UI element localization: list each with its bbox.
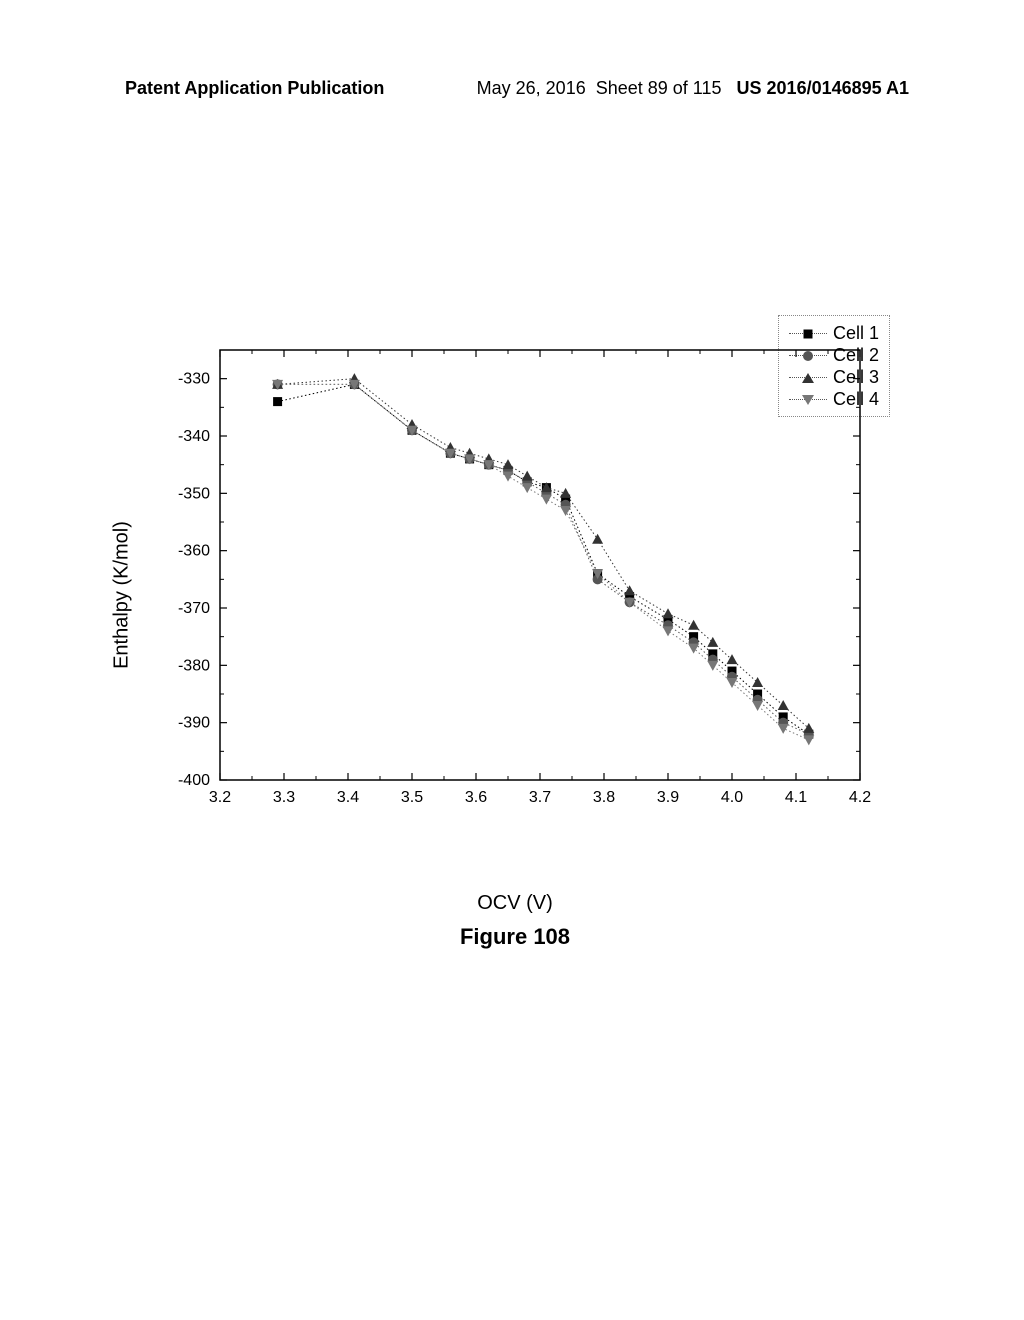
svg-text:4.2: 4.2 bbox=[849, 789, 871, 806]
svg-text:3.7: 3.7 bbox=[529, 789, 551, 806]
svg-text:-340: -340 bbox=[178, 428, 210, 445]
svg-text:3.9: 3.9 bbox=[657, 789, 679, 806]
svg-text:4.0: 4.0 bbox=[721, 789, 743, 806]
svg-text:-350: -350 bbox=[178, 485, 210, 502]
svg-text:3.5: 3.5 bbox=[401, 789, 423, 806]
svg-text:3.4: 3.4 bbox=[337, 789, 359, 806]
header-left: Patent Application Publication bbox=[125, 78, 384, 99]
svg-text:-370: -370 bbox=[178, 600, 210, 617]
svg-text:3.8: 3.8 bbox=[593, 789, 615, 806]
chart-container: Cell 1 Cell 2 Cell 3 Cell 4 3.23.33.43.5… bbox=[130, 330, 900, 860]
svg-text:3.3: 3.3 bbox=[273, 789, 295, 806]
header-date: May 26, 2016 bbox=[477, 78, 586, 98]
page-header: Patent Application Publication May 26, 2… bbox=[0, 78, 1024, 99]
header-pubno: US 2016/0146895 A1 bbox=[737, 78, 909, 98]
y-axis-label: Enthalpy (K/mol) bbox=[111, 521, 134, 669]
svg-text:-400: -400 bbox=[178, 772, 210, 789]
header-sheet: Sheet 89 of 115 bbox=[596, 78, 722, 98]
svg-text:4.1: 4.1 bbox=[785, 789, 807, 806]
svg-text:3.6: 3.6 bbox=[465, 789, 487, 806]
header-right: May 26, 2016 Sheet 89 of 115 US 2016/014… bbox=[477, 78, 909, 99]
x-axis-label: OCV (V) bbox=[477, 892, 553, 915]
svg-text:-380: -380 bbox=[178, 657, 210, 674]
svg-text:-330: -330 bbox=[178, 371, 210, 388]
plot-area: 3.2 3.3 3.4 3.5 3.6 3.7 3.8 3.9 4.0 4.1 4.2 -400 -39… bbox=[130, 330, 900, 860]
figure-caption: Figure 108 bbox=[460, 924, 570, 950]
svg-text:-360: -360 bbox=[178, 543, 210, 560]
svg-text:3.2: 3.2 bbox=[209, 789, 231, 806]
svg-text:-390: -390 bbox=[178, 715, 210, 732]
